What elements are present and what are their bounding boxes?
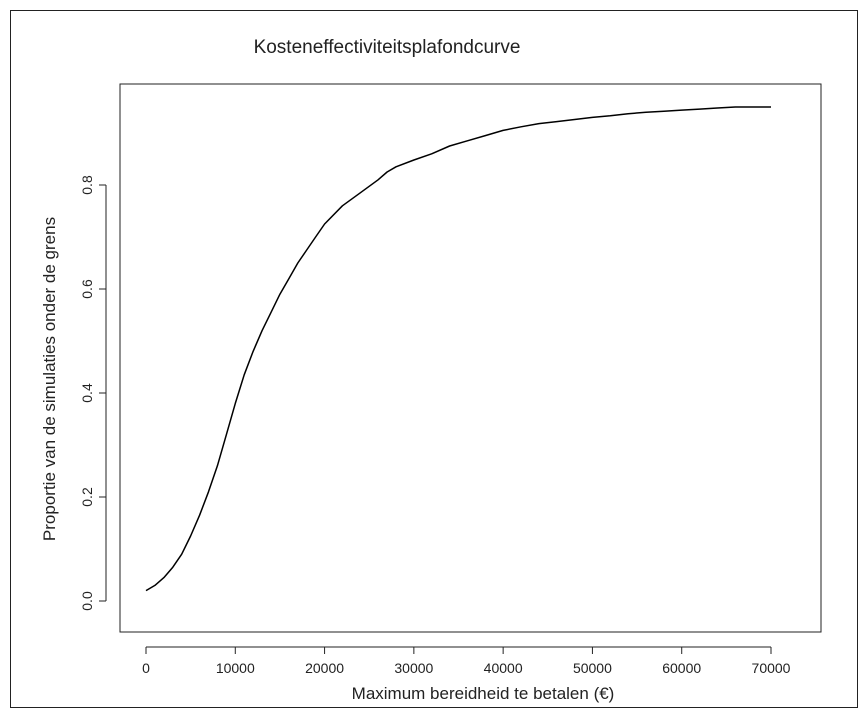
x-tick-label: 60000 bbox=[662, 660, 701, 676]
x-tick-label: 0 bbox=[142, 660, 150, 676]
x-tick-label: 70000 bbox=[752, 660, 791, 676]
y-tick-label: 0.2 bbox=[79, 487, 95, 507]
series-layer bbox=[145, 106, 771, 592]
y-tick-label: 0.4 bbox=[79, 383, 95, 403]
y-axis: 0.0 0.2 0.4 0.6 0.8 bbox=[79, 175, 107, 611]
y-axis-title: Proportie van de simulaties onder de gre… bbox=[40, 217, 59, 541]
x-tick-label: 30000 bbox=[394, 660, 433, 676]
x-tick-label: 10000 bbox=[216, 660, 255, 676]
y-tick-label: 0.6 bbox=[79, 279, 95, 299]
plot-area-box bbox=[119, 83, 822, 633]
y-tick-label: 0.0 bbox=[79, 591, 95, 611]
x-tick-label: 40000 bbox=[484, 660, 523, 676]
chart-title: Kosteneffectiviteitsplafondcurve bbox=[254, 37, 521, 58]
y-tick-label: 0.8 bbox=[79, 175, 95, 195]
cost-effectiveness-acceptability-curve-chart: Kosteneffectiviteitsplafondcurve 0 10000 2… bbox=[40, 37, 822, 703]
x-axis: 0 10000 20000 30000 40000 50000 60000 70000 bbox=[142, 646, 791, 676]
series-line-0 bbox=[145, 106, 771, 592]
x-tick-label: 20000 bbox=[305, 660, 344, 676]
x-axis-title: Maximum bereidheid te betalen (€) bbox=[352, 684, 615, 703]
chart-frame: Kosteneffectiviteitsplafondcurve 0 10000 2… bbox=[10, 10, 858, 708]
x-tick-label: 50000 bbox=[573, 660, 612, 676]
